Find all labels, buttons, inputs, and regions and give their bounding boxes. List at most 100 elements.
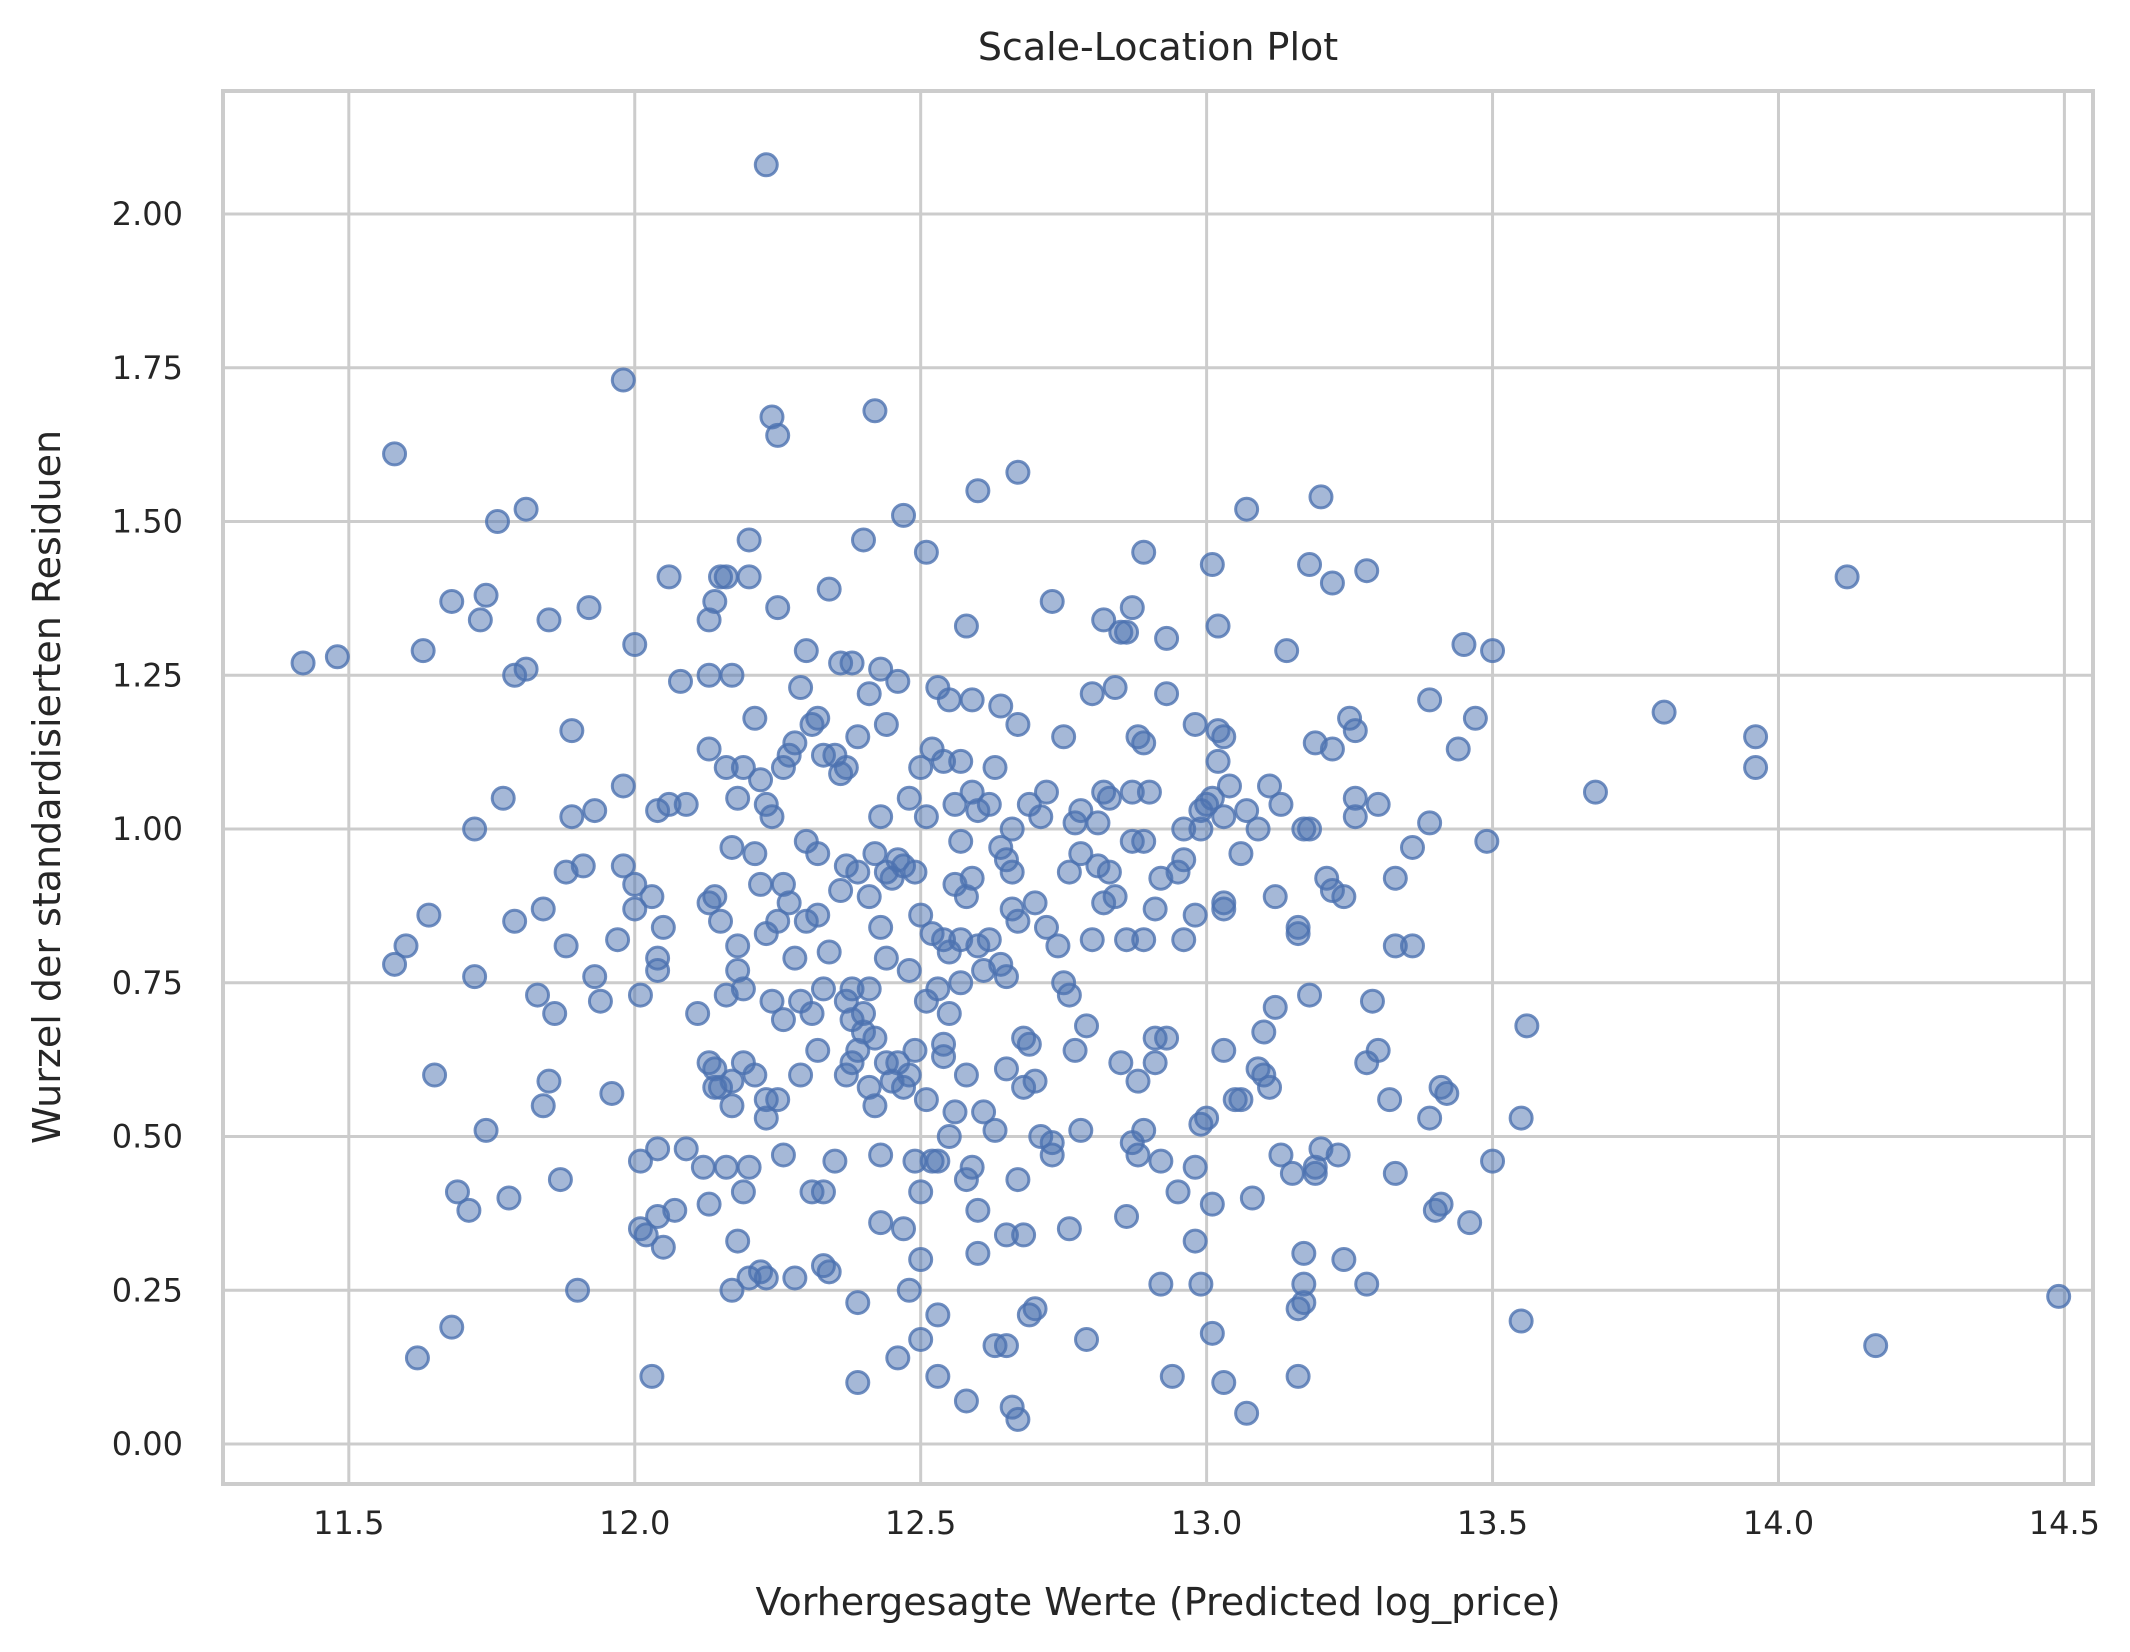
data-point xyxy=(948,828,974,854)
data-point xyxy=(1199,1191,1225,1217)
data-point xyxy=(742,1062,768,1088)
data-point xyxy=(1251,1019,1277,1045)
data-point xyxy=(1331,884,1357,910)
data-point xyxy=(828,878,854,904)
data-point xyxy=(576,595,602,621)
data-point xyxy=(965,1197,991,1223)
data-point xyxy=(690,1154,716,1180)
grid-layer xyxy=(223,91,2093,1484)
data-point xyxy=(1022,890,1048,916)
data-point xyxy=(1182,711,1208,737)
data-point xyxy=(959,687,985,713)
data-point xyxy=(753,1105,779,1131)
data-point xyxy=(1171,847,1197,873)
data-point xyxy=(862,1025,888,1051)
data-point xyxy=(1182,1154,1208,1180)
data-point xyxy=(1297,552,1323,578)
data-point xyxy=(708,908,734,934)
data-point xyxy=(610,853,636,879)
data-point xyxy=(953,1388,979,1414)
data-point xyxy=(896,1277,922,1303)
data-point xyxy=(622,632,648,658)
data-point xyxy=(2046,1283,2072,1309)
data-point xyxy=(982,755,1008,781)
data-point xyxy=(639,884,665,910)
data-point xyxy=(793,638,819,664)
tick-layer: 11.5 12.0 12.5 13.0 13.5 14.0 14.5 0.00 0.25 0.50… xyxy=(112,195,2100,1542)
data-point xyxy=(816,1259,842,1285)
data-point xyxy=(1274,638,1300,664)
data-point xyxy=(719,662,745,688)
data-point xyxy=(467,607,493,633)
data-point xyxy=(999,816,1025,842)
data-point xyxy=(753,1265,779,1291)
data-point xyxy=(536,607,562,633)
data-point xyxy=(1262,884,1288,910)
data-point xyxy=(1194,1105,1220,1131)
data-point xyxy=(650,1234,676,1260)
data-point xyxy=(868,1142,894,1168)
data-point xyxy=(1319,736,1345,762)
data-point xyxy=(839,650,865,676)
data-point xyxy=(1342,785,1368,811)
data-point xyxy=(816,576,842,602)
data-point xyxy=(948,748,974,774)
data-point xyxy=(856,884,882,910)
data-point xyxy=(1239,1185,1265,1211)
data-point xyxy=(324,644,350,670)
data-point xyxy=(788,675,814,701)
data-point xyxy=(605,927,631,953)
data-point xyxy=(913,539,939,565)
data-point xyxy=(1651,699,1677,725)
data-point xyxy=(1462,705,1488,731)
data-point xyxy=(908,902,934,928)
data-point xyxy=(1182,1228,1208,1254)
data-point xyxy=(845,724,871,750)
data-point xyxy=(908,755,934,781)
data-point xyxy=(1285,914,1311,940)
data-point xyxy=(542,1001,568,1027)
data-point xyxy=(645,1136,671,1162)
x-tick-label: 14.0 xyxy=(1743,1504,1814,1542)
data-point xyxy=(725,933,751,959)
data-point xyxy=(936,1001,962,1027)
data-point xyxy=(776,890,802,916)
data-point xyxy=(965,478,991,504)
data-point xyxy=(1359,988,1385,1014)
data-point xyxy=(610,773,636,799)
data-point xyxy=(502,908,528,934)
data-point xyxy=(1234,1400,1260,1426)
data-point xyxy=(1148,1271,1174,1297)
data-point xyxy=(462,816,488,842)
data-point xyxy=(513,496,539,522)
data-point xyxy=(736,1154,762,1180)
data-point xyxy=(1382,1160,1408,1186)
data-point xyxy=(1451,632,1477,658)
data-point xyxy=(1056,982,1082,1008)
data-point xyxy=(1308,484,1334,510)
data-point xyxy=(490,785,516,811)
data-point xyxy=(942,1099,968,1125)
data-point xyxy=(1211,804,1237,830)
data-point xyxy=(650,914,676,940)
data-point xyxy=(936,687,962,713)
data-point xyxy=(1417,1105,1443,1131)
data-point xyxy=(1131,1117,1157,1143)
data-point xyxy=(862,841,888,867)
data-point xyxy=(1131,828,1157,854)
data-point xyxy=(908,1179,934,1205)
x-tick-label: 13.0 xyxy=(1171,1504,1242,1542)
data-point xyxy=(673,1136,699,1162)
data-point xyxy=(1114,619,1140,645)
data-point xyxy=(891,1216,917,1242)
data-point xyxy=(702,588,728,614)
data-point xyxy=(1297,816,1323,842)
data-point xyxy=(1159,1363,1185,1389)
data-point xyxy=(1399,933,1425,959)
data-point xyxy=(1199,552,1225,578)
data-point xyxy=(1096,859,1122,885)
data-point xyxy=(1005,711,1031,737)
data-point xyxy=(1268,791,1294,817)
data-point xyxy=(667,668,693,694)
y-tick-label: 0.50 xyxy=(112,1118,183,1156)
